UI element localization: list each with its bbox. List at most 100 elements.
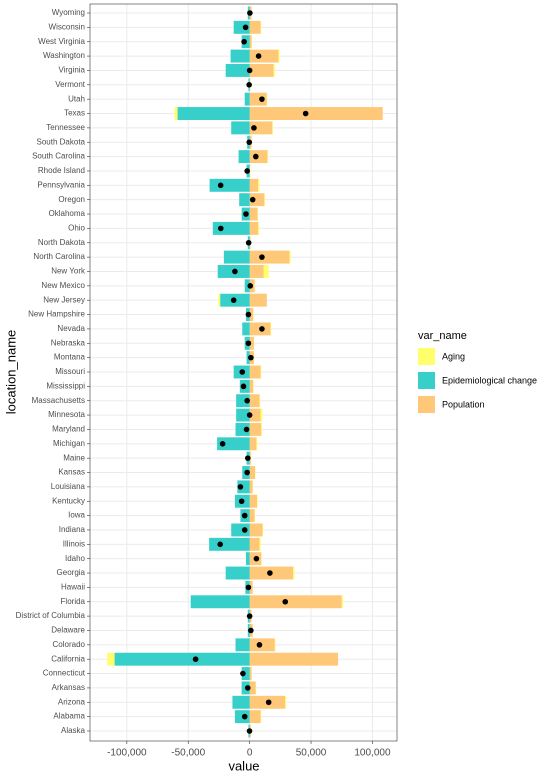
y-tick-label: Rhode Island <box>38 166 85 175</box>
bar-segment <box>249 308 254 322</box>
bar-segment <box>278 49 280 63</box>
y-tick-label: Alabama <box>53 712 85 721</box>
net-point <box>217 182 224 189</box>
bar-segment <box>249 667 252 681</box>
net-point <box>259 96 265 102</box>
legend-label: Aging <box>442 351 465 361</box>
net-point <box>241 512 248 519</box>
net-point <box>239 369 246 375</box>
bar-segment <box>223 250 250 264</box>
x-tick-label: 0 <box>247 748 253 759</box>
net-point <box>243 426 250 433</box>
y-tick-label: South Carolina <box>32 152 85 161</box>
y-tick-label: Tennessee <box>46 123 85 132</box>
y-tick-label: Florida <box>61 597 86 606</box>
net-point <box>246 412 253 418</box>
legend-key <box>418 372 435 389</box>
bar-segment <box>236 408 250 422</box>
bar-segment <box>249 437 257 451</box>
bar-segment <box>258 178 260 192</box>
bar-segment <box>235 638 250 652</box>
bar-segment <box>262 523 264 537</box>
y-tick-label: Hawaii <box>61 583 85 592</box>
bar-segment <box>249 537 260 551</box>
net-point <box>246 613 253 619</box>
y-tick-label: Washington <box>43 51 85 60</box>
y-tick-label: Arkansas <box>52 683 85 692</box>
net-point <box>246 139 253 146</box>
y-tick-label: California <box>51 654 85 663</box>
y-tick-label: Massachusetts <box>32 396 85 405</box>
x-tick-label: 50,000 <box>296 748 327 759</box>
bar-segment <box>218 293 221 307</box>
bar-segment <box>249 394 260 408</box>
net-point <box>248 627 254 634</box>
bar-segment <box>245 552 250 566</box>
net-point <box>241 38 247 45</box>
bar-segment <box>249 652 339 666</box>
net-point <box>244 685 251 691</box>
y-tick-label: Pennsylvania <box>37 180 85 189</box>
net-point <box>246 67 253 74</box>
net-point <box>219 441 226 447</box>
net-point <box>247 10 253 16</box>
net-point <box>244 168 250 174</box>
y-tick-label: West Virginia <box>38 37 85 46</box>
net-point <box>282 598 289 605</box>
bar-segment <box>341 595 343 609</box>
y-tick-label: Delaware <box>51 626 85 635</box>
bar-segment <box>272 121 273 135</box>
bar-segment <box>273 63 275 77</box>
y-tick-label: South Dakota <box>37 137 86 146</box>
net-point <box>252 153 259 160</box>
bar-segment <box>264 193 265 207</box>
net-point <box>232 268 238 275</box>
net-point <box>242 24 249 31</box>
bar-segment <box>244 279 250 293</box>
bar-segment <box>249 107 383 120</box>
x-tick-label: -100,000 <box>107 748 147 759</box>
net-point <box>255 53 262 59</box>
bar-segment <box>249 509 255 523</box>
bar-segment <box>231 523 250 537</box>
bar-segment <box>249 221 259 235</box>
legend-title: var_name <box>418 330 467 342</box>
legend-key <box>418 348 435 365</box>
net-point <box>241 713 248 720</box>
y-tick-label: Vermont <box>55 80 86 89</box>
y-tick-label: Texas <box>64 109 85 118</box>
bar-segment <box>249 710 261 724</box>
net-point <box>245 340 252 347</box>
net-point <box>249 196 256 203</box>
bar-segment <box>249 293 267 307</box>
net-point <box>248 354 254 361</box>
bar-segment <box>251 35 253 49</box>
legend-label: Population <box>442 399 485 409</box>
net-point <box>259 326 265 332</box>
bar-segment <box>249 365 261 379</box>
y-tick-label: Kansas <box>58 468 85 477</box>
y-axis-title: location_name <box>3 330 18 415</box>
y-tick-label: Illinois <box>63 539 85 548</box>
bar-segment <box>249 193 265 207</box>
net-point <box>267 570 273 576</box>
bar-segment <box>274 638 276 652</box>
y-tick-label: Iowa <box>68 511 85 520</box>
y-tick-label: Louisiana <box>51 482 86 491</box>
y-tick-label: Wisconsin <box>49 22 85 31</box>
bar-segment <box>258 221 260 235</box>
bar-segment <box>225 63 250 77</box>
bar-segment <box>261 422 262 436</box>
bar-segment <box>190 595 250 609</box>
net-point <box>243 211 249 217</box>
y-tick-label: Utah <box>68 94 85 103</box>
bar-segment <box>259 394 261 408</box>
bar-segment <box>249 681 256 695</box>
bar-segment <box>249 422 262 436</box>
net-point <box>241 527 248 533</box>
y-tick-label: New Hampshire <box>28 310 85 319</box>
bar-segment <box>209 537 250 551</box>
y-tick-label: Nebraska <box>51 338 86 347</box>
y-tick-label: Michigan <box>53 439 85 448</box>
